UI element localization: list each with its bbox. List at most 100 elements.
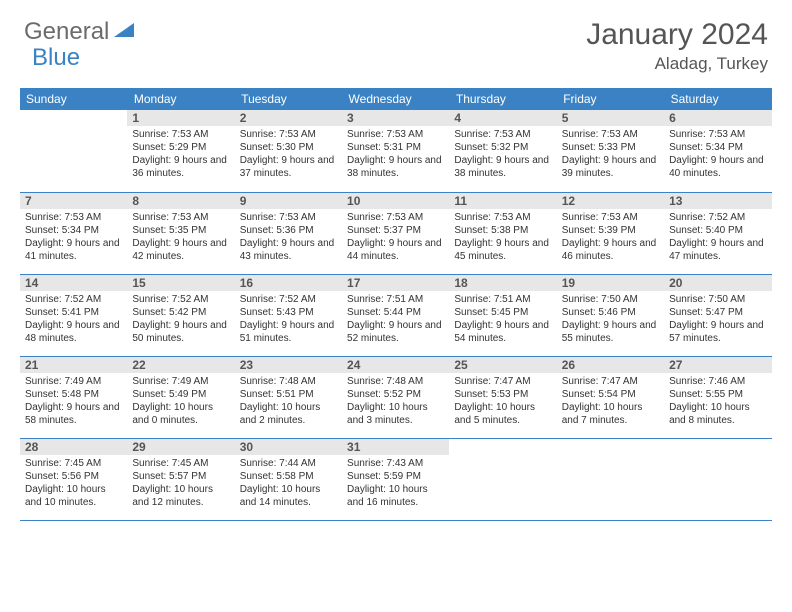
day-body: Sunrise: 7:46 AMSunset: 5:55 PMDaylight:… <box>664 373 771 431</box>
weekday-header: Tuesday <box>235 88 342 110</box>
day-number: 2 <box>235 110 342 126</box>
calendar-cell: 10Sunrise: 7:53 AMSunset: 5:37 PMDayligh… <box>342 192 449 274</box>
day-number: 16 <box>235 275 342 291</box>
day-number: 28 <box>20 439 127 455</box>
calendar-body: 1Sunrise: 7:53 AMSunset: 5:29 PMDaylight… <box>20 110 772 520</box>
calendar-cell: 23Sunrise: 7:48 AMSunset: 5:51 PMDayligh… <box>235 356 342 438</box>
calendar-cell: 20Sunrise: 7:50 AMSunset: 5:47 PMDayligh… <box>664 274 771 356</box>
calendar-cell: 21Sunrise: 7:49 AMSunset: 5:48 PMDayligh… <box>20 356 127 438</box>
day-number: 1 <box>127 110 234 126</box>
day-body: Sunrise: 7:53 AMSunset: 5:30 PMDaylight:… <box>235 126 342 184</box>
weekday-header: Thursday <box>449 88 556 110</box>
header: General January 2024 Aladag, Turkey <box>0 0 792 82</box>
day-body: Sunrise: 7:53 AMSunset: 5:31 PMDaylight:… <box>342 126 449 184</box>
day-body: Sunrise: 7:52 AMSunset: 5:42 PMDaylight:… <box>127 291 234 349</box>
day-number: 29 <box>127 439 234 455</box>
calendar-cell-empty <box>449 438 556 520</box>
day-number: 14 <box>20 275 127 291</box>
day-number: 18 <box>449 275 556 291</box>
day-body: Sunrise: 7:49 AMSunset: 5:48 PMDaylight:… <box>20 373 127 431</box>
day-body: Sunrise: 7:51 AMSunset: 5:45 PMDaylight:… <box>449 291 556 349</box>
logo-word2: Blue <box>32 44 80 71</box>
calendar-cell: 14Sunrise: 7:52 AMSunset: 5:41 PMDayligh… <box>20 274 127 356</box>
day-body: Sunrise: 7:52 AMSunset: 5:41 PMDaylight:… <box>20 291 127 349</box>
calendar-cell: 17Sunrise: 7:51 AMSunset: 5:44 PMDayligh… <box>342 274 449 356</box>
day-body: Sunrise: 7:51 AMSunset: 5:44 PMDaylight:… <box>342 291 449 349</box>
day-number: 20 <box>664 275 771 291</box>
day-body: Sunrise: 7:45 AMSunset: 5:56 PMDaylight:… <box>20 455 127 513</box>
calendar-cell: 9Sunrise: 7:53 AMSunset: 5:36 PMDaylight… <box>235 192 342 274</box>
weekday-header: Sunday <box>20 88 127 110</box>
calendar-cell: 30Sunrise: 7:44 AMSunset: 5:58 PMDayligh… <box>235 438 342 520</box>
calendar-cell: 12Sunrise: 7:53 AMSunset: 5:39 PMDayligh… <box>557 192 664 274</box>
day-body: Sunrise: 7:48 AMSunset: 5:52 PMDaylight:… <box>342 373 449 431</box>
day-number: 6 <box>664 110 771 126</box>
calendar-cell: 16Sunrise: 7:52 AMSunset: 5:43 PMDayligh… <box>235 274 342 356</box>
day-body: Sunrise: 7:52 AMSunset: 5:43 PMDaylight:… <box>235 291 342 349</box>
day-body: Sunrise: 7:53 AMSunset: 5:33 PMDaylight:… <box>557 126 664 184</box>
day-body: Sunrise: 7:53 AMSunset: 5:37 PMDaylight:… <box>342 209 449 267</box>
calendar-cell: 13Sunrise: 7:52 AMSunset: 5:40 PMDayligh… <box>664 192 771 274</box>
calendar-cell: 18Sunrise: 7:51 AMSunset: 5:45 PMDayligh… <box>449 274 556 356</box>
calendar-row: 7Sunrise: 7:53 AMSunset: 5:34 PMDaylight… <box>20 192 772 274</box>
day-body: Sunrise: 7:53 AMSunset: 5:36 PMDaylight:… <box>235 209 342 267</box>
day-number: 15 <box>127 275 234 291</box>
day-number: 8 <box>127 193 234 209</box>
day-body: Sunrise: 7:47 AMSunset: 5:54 PMDaylight:… <box>557 373 664 431</box>
calendar-cell: 28Sunrise: 7:45 AMSunset: 5:56 PMDayligh… <box>20 438 127 520</box>
calendar-cell: 1Sunrise: 7:53 AMSunset: 5:29 PMDaylight… <box>127 110 234 192</box>
calendar-cell: 31Sunrise: 7:43 AMSunset: 5:59 PMDayligh… <box>342 438 449 520</box>
day-number: 31 <box>342 439 449 455</box>
day-number: 27 <box>664 357 771 373</box>
day-body: Sunrise: 7:53 AMSunset: 5:35 PMDaylight:… <box>127 209 234 267</box>
calendar-cell: 2Sunrise: 7:53 AMSunset: 5:30 PMDaylight… <box>235 110 342 192</box>
day-number: 25 <box>449 357 556 373</box>
day-body: Sunrise: 7:53 AMSunset: 5:39 PMDaylight:… <box>557 209 664 267</box>
day-number: 5 <box>557 110 664 126</box>
day-body: Sunrise: 7:48 AMSunset: 5:51 PMDaylight:… <box>235 373 342 431</box>
location-label: Aladag, Turkey <box>586 54 768 74</box>
day-number: 30 <box>235 439 342 455</box>
title-block: January 2024 Aladag, Turkey <box>586 18 768 74</box>
calendar-row: 28Sunrise: 7:45 AMSunset: 5:56 PMDayligh… <box>20 438 772 520</box>
day-number: 7 <box>20 193 127 209</box>
day-body: Sunrise: 7:53 AMSunset: 5:29 PMDaylight:… <box>127 126 234 184</box>
day-number: 26 <box>557 357 664 373</box>
day-number: 13 <box>664 193 771 209</box>
day-body: Sunrise: 7:50 AMSunset: 5:46 PMDaylight:… <box>557 291 664 349</box>
weekday-header: Wednesday <box>342 88 449 110</box>
calendar-cell-empty <box>557 438 664 520</box>
logo-word2-wrap: Blue <box>32 44 80 72</box>
day-body: Sunrise: 7:52 AMSunset: 5:40 PMDaylight:… <box>664 209 771 267</box>
calendar-cell: 11Sunrise: 7:53 AMSunset: 5:38 PMDayligh… <box>449 192 556 274</box>
day-number: 9 <box>235 193 342 209</box>
calendar-cell: 3Sunrise: 7:53 AMSunset: 5:31 PMDaylight… <box>342 110 449 192</box>
calendar-row: 14Sunrise: 7:52 AMSunset: 5:41 PMDayligh… <box>20 274 772 356</box>
calendar-cell: 24Sunrise: 7:48 AMSunset: 5:52 PMDayligh… <box>342 356 449 438</box>
day-body: Sunrise: 7:53 AMSunset: 5:32 PMDaylight:… <box>449 126 556 184</box>
page-title: January 2024 <box>586 18 768 52</box>
calendar-row: 1Sunrise: 7:53 AMSunset: 5:29 PMDaylight… <box>20 110 772 192</box>
day-number: 23 <box>235 357 342 373</box>
day-body: Sunrise: 7:53 AMSunset: 5:38 PMDaylight:… <box>449 209 556 267</box>
logo-mark-icon <box>114 21 136 44</box>
day-body: Sunrise: 7:49 AMSunset: 5:49 PMDaylight:… <box>127 373 234 431</box>
day-body: Sunrise: 7:45 AMSunset: 5:57 PMDaylight:… <box>127 455 234 513</box>
weekday-header: Saturday <box>664 88 771 110</box>
day-number: 17 <box>342 275 449 291</box>
day-number: 19 <box>557 275 664 291</box>
calendar-cell: 27Sunrise: 7:46 AMSunset: 5:55 PMDayligh… <box>664 356 771 438</box>
day-body: Sunrise: 7:53 AMSunset: 5:34 PMDaylight:… <box>20 209 127 267</box>
day-body: Sunrise: 7:53 AMSunset: 5:34 PMDaylight:… <box>664 126 771 184</box>
day-number: 11 <box>449 193 556 209</box>
calendar-cell: 26Sunrise: 7:47 AMSunset: 5:54 PMDayligh… <box>557 356 664 438</box>
day-number: 4 <box>449 110 556 126</box>
logo-word1: General <box>24 18 109 46</box>
weekday-header-row: SundayMondayTuesdayWednesdayThursdayFrid… <box>20 88 772 110</box>
day-number: 3 <box>342 110 449 126</box>
calendar-table: SundayMondayTuesdayWednesdayThursdayFrid… <box>20 88 772 521</box>
calendar-cell: 19Sunrise: 7:50 AMSunset: 5:46 PMDayligh… <box>557 274 664 356</box>
calendar-cell-empty <box>664 438 771 520</box>
calendar-row: 21Sunrise: 7:49 AMSunset: 5:48 PMDayligh… <box>20 356 772 438</box>
calendar-cell-empty <box>20 110 127 192</box>
